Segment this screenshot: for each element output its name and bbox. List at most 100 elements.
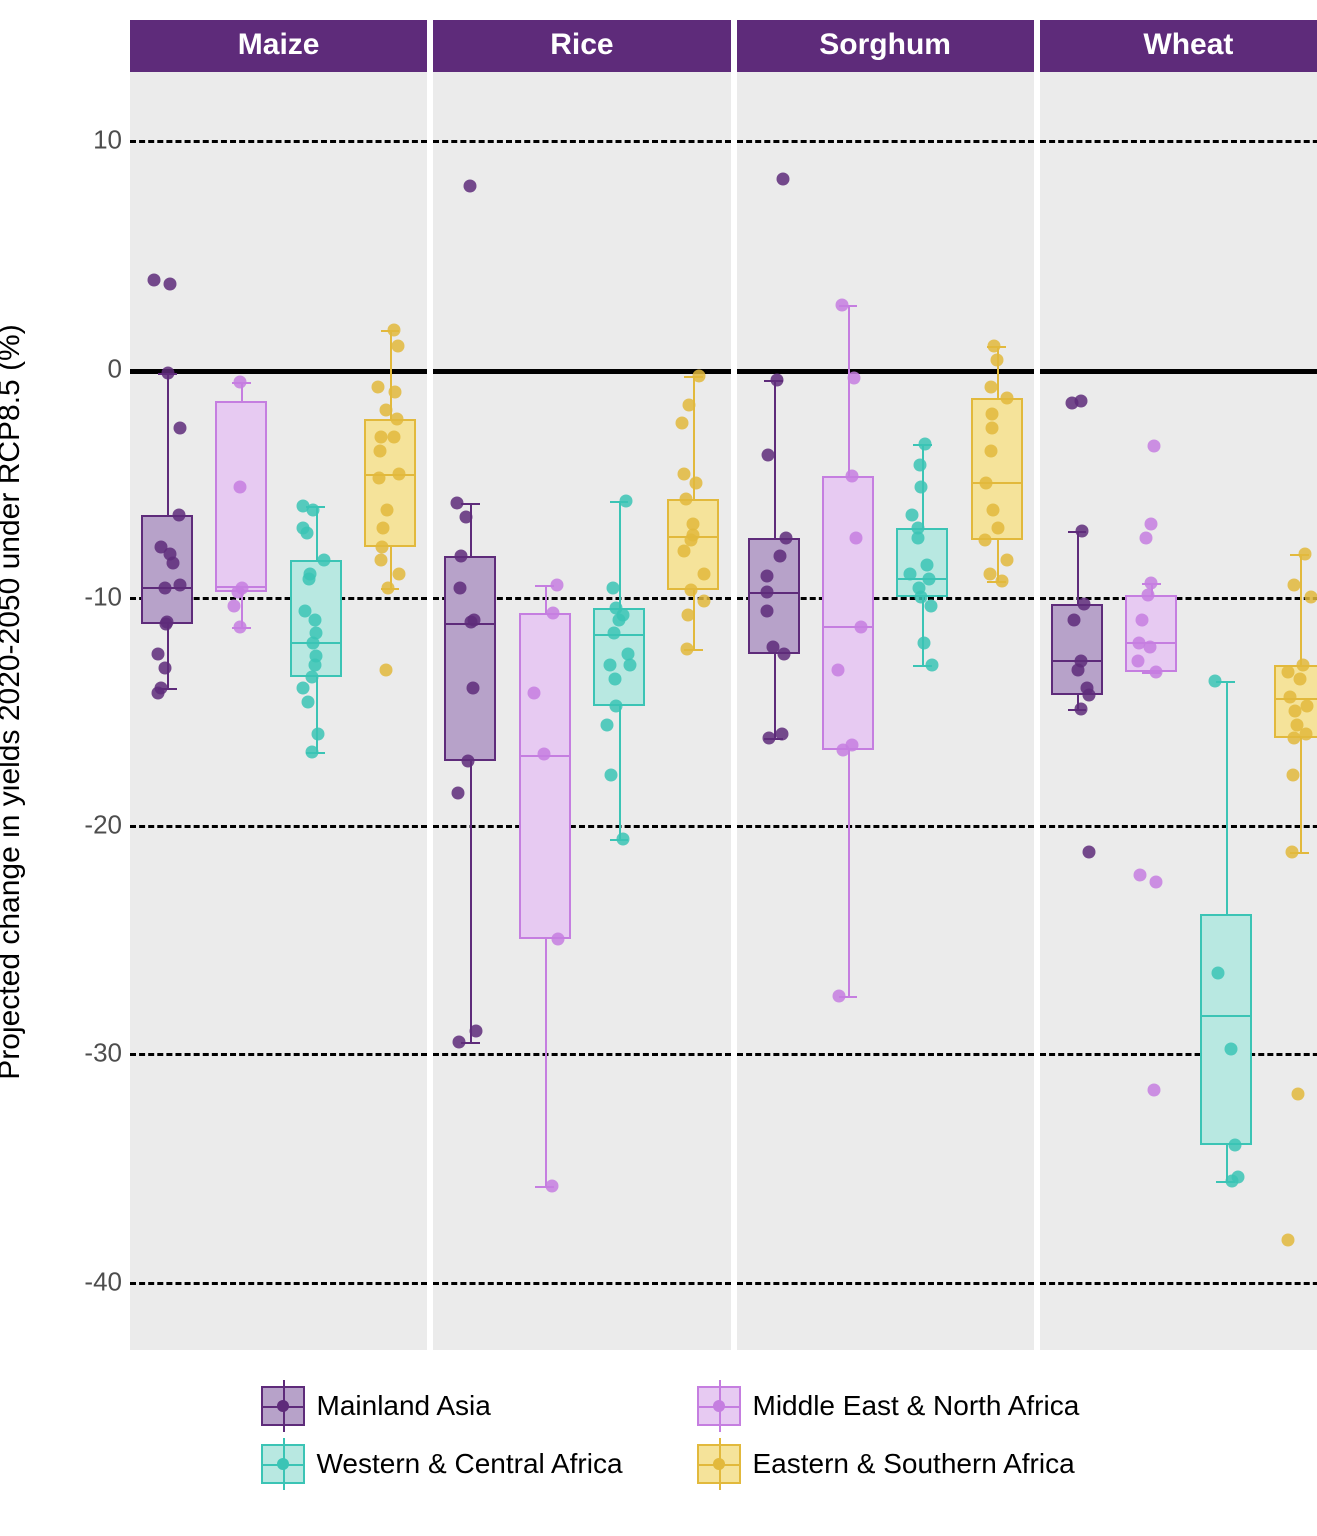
box — [1200, 914, 1252, 1144]
data-point — [174, 579, 187, 592]
data-point — [678, 467, 691, 480]
data-point — [309, 613, 322, 626]
grid-line — [130, 1053, 427, 1056]
data-point — [1078, 597, 1091, 610]
data-point — [468, 613, 481, 626]
data-point — [1150, 876, 1163, 889]
data-point — [912, 531, 925, 544]
data-point — [607, 627, 620, 640]
data-point — [231, 586, 244, 599]
data-point — [680, 492, 693, 505]
data-point — [551, 579, 564, 592]
data-point — [609, 700, 622, 713]
data-point — [234, 376, 247, 389]
data-point — [1288, 732, 1301, 745]
y-axis: Projected change in yields 2020-2050 und… — [20, 20, 130, 1350]
data-point — [462, 755, 475, 768]
data-point — [1286, 768, 1299, 781]
data-point — [306, 636, 319, 649]
data-point — [460, 511, 473, 524]
box — [141, 515, 193, 625]
data-point — [683, 399, 696, 412]
data-point — [375, 554, 388, 567]
data-point — [925, 600, 938, 613]
data-point — [1135, 613, 1148, 626]
data-point — [1000, 392, 1013, 405]
legend-item: Mainland Asia — [261, 1386, 661, 1426]
data-point — [233, 620, 246, 633]
data-point — [390, 412, 403, 425]
facet-plot — [1040, 72, 1317, 1350]
legend-item: Western & Central Africa — [261, 1444, 661, 1484]
data-point — [546, 606, 559, 619]
data-point — [767, 641, 780, 654]
legend-label: Middle East & North Africa — [753, 1390, 1080, 1422]
data-point — [387, 431, 400, 444]
facet: Sorghum — [737, 20, 1034, 1350]
data-point — [992, 522, 1005, 535]
data-point — [312, 727, 325, 740]
data-point — [918, 437, 931, 450]
data-point — [1211, 967, 1224, 980]
data-point — [1144, 641, 1157, 654]
data-point — [1288, 579, 1301, 592]
data-point — [233, 481, 246, 494]
data-point — [375, 431, 388, 444]
zero-line — [1040, 369, 1317, 374]
data-point — [760, 586, 773, 599]
data-point — [623, 659, 636, 672]
data-point — [926, 659, 939, 672]
legend-swatch — [697, 1444, 741, 1484]
data-point — [1304, 590, 1317, 603]
data-point — [832, 663, 845, 676]
facet-title: Sorghum — [737, 20, 1034, 72]
data-point — [301, 526, 314, 539]
grid-line — [737, 1053, 1034, 1056]
data-point — [302, 695, 315, 708]
data-point — [1299, 727, 1312, 740]
y-tick: -30 — [62, 1038, 122, 1069]
grid-line — [1040, 825, 1317, 828]
data-point — [164, 278, 177, 291]
data-point — [678, 545, 691, 558]
data-point — [779, 531, 792, 544]
data-point — [761, 570, 774, 583]
data-point — [1226, 1175, 1239, 1188]
data-point — [833, 990, 846, 1003]
legend-label: Eastern & Southern Africa — [753, 1448, 1075, 1480]
y-tick: 10 — [62, 125, 122, 156]
y-axis-label: Projected change in yields 2020-2050 und… — [0, 324, 27, 1079]
box-median — [1276, 698, 1317, 700]
data-point — [684, 584, 697, 597]
facet-plot — [130, 72, 427, 1350]
data-point — [452, 787, 465, 800]
data-point — [470, 1024, 483, 1037]
facet-title: Rice — [433, 20, 730, 72]
data-point — [464, 180, 477, 193]
data-point — [158, 661, 171, 674]
data-point — [173, 422, 186, 435]
box — [215, 401, 267, 593]
facet-plot — [737, 72, 1034, 1350]
data-point — [538, 748, 551, 761]
grid-line — [130, 140, 427, 143]
legend-item: Eastern & Southern Africa — [697, 1444, 1097, 1484]
y-tick: -20 — [62, 810, 122, 841]
data-point — [776, 173, 789, 186]
data-point — [1228, 1138, 1241, 1151]
data-point — [305, 746, 318, 759]
grid-line — [433, 1282, 730, 1285]
data-point — [906, 508, 919, 521]
grid-line — [737, 825, 1034, 828]
data-point — [389, 385, 402, 398]
data-point — [616, 832, 629, 845]
y-tick: 0 — [62, 353, 122, 384]
data-point — [1075, 524, 1088, 537]
grid-line — [130, 1282, 427, 1285]
zero-line — [433, 369, 730, 374]
data-point — [466, 682, 479, 695]
data-point — [601, 718, 614, 731]
data-point — [1300, 700, 1313, 713]
data-point — [392, 568, 405, 581]
data-point — [148, 273, 161, 286]
